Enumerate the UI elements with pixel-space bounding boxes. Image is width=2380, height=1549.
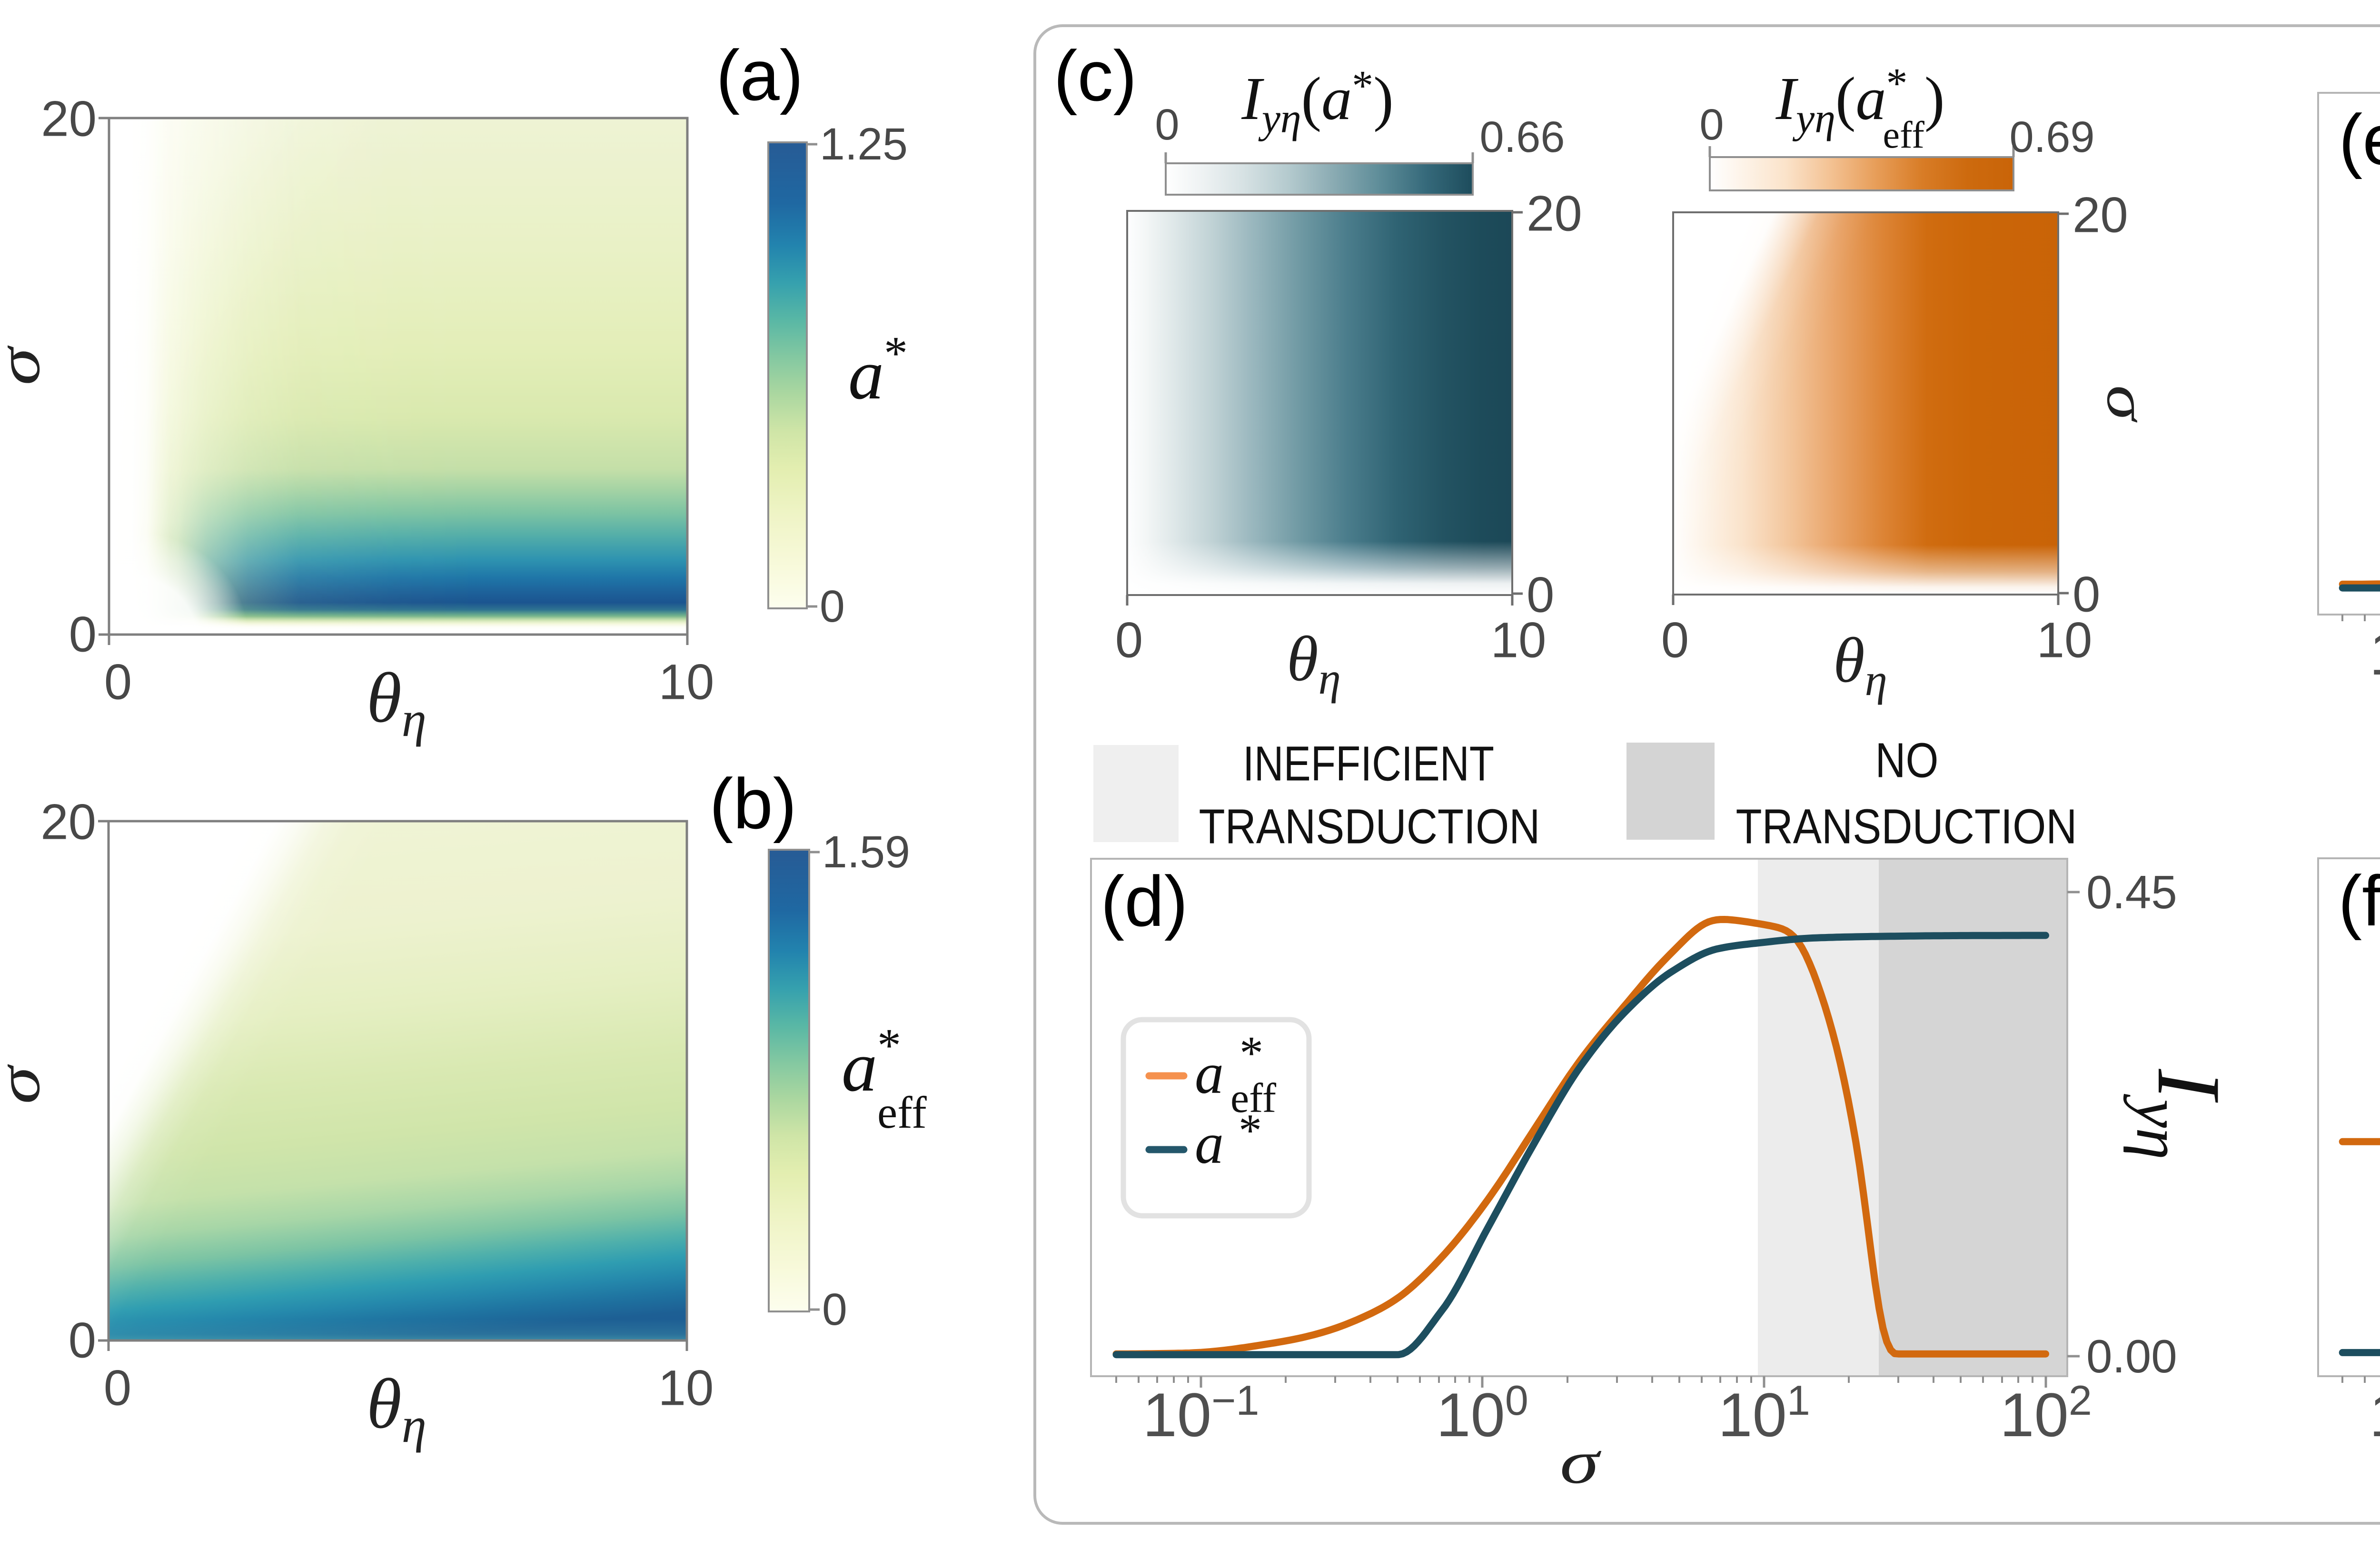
- svg-text:0: 0: [2073, 567, 2100, 623]
- svg-text:0: 0: [822, 1284, 847, 1335]
- svg-text:(b): (b): [709, 764, 796, 844]
- svg-text:0.69: 0.69: [2009, 113, 2094, 161]
- svg-text:TRANSDUCTION: TRANSDUCTION: [1736, 799, 2077, 854]
- svg-text:10−1: 10−1: [2370, 615, 2380, 688]
- svg-text:20: 20: [2073, 188, 2128, 243]
- svg-text:NO: NO: [1875, 733, 1939, 788]
- svg-text:20: 20: [1527, 186, 1582, 242]
- svg-text:σ: σ: [0, 1063, 52, 1104]
- svg-text:0: 0: [104, 655, 132, 710]
- svg-text:σ: σ: [2095, 385, 2158, 423]
- svg-text:(a): (a): [716, 35, 803, 115]
- svg-text:*: *: [1240, 1026, 1263, 1079]
- svg-text:0: 0: [104, 1360, 131, 1416]
- svg-text:0.00: 0.00: [2086, 1330, 2177, 1382]
- svg-text:0: 0: [1115, 613, 1143, 668]
- svg-text:0: 0: [1661, 613, 1689, 668]
- svg-text:0.45: 0.45: [2086, 866, 2177, 918]
- svg-text:σ: σ: [0, 345, 52, 385]
- svg-text:(e): (e): [2339, 99, 2380, 179]
- svg-text:0: 0: [1155, 100, 1179, 149]
- svg-text:a: a: [1195, 1042, 1224, 1106]
- svg-text:10−1: 10−1: [2370, 1377, 2380, 1450]
- svg-text:20: 20: [40, 794, 96, 850]
- svg-text:θη: θη: [367, 1364, 426, 1453]
- svg-text:(c): (c): [1054, 36, 1137, 116]
- svg-text:INEFFICIENT: INEFFICIENT: [1243, 736, 1494, 791]
- svg-text:σ: σ: [1560, 1428, 1602, 1497]
- svg-text:0: 0: [820, 581, 845, 632]
- svg-text:10: 10: [659, 655, 714, 710]
- svg-text:10: 10: [1491, 613, 1547, 668]
- svg-text:a: a: [1195, 1112, 1224, 1176]
- svg-text:θη: θη: [1287, 624, 1340, 704]
- svg-text:(f): (f): [2338, 861, 2380, 941]
- svg-text:a*: a*: [848, 327, 908, 414]
- svg-text:0: 0: [69, 1313, 96, 1369]
- svg-text:10−1: 10−1: [1143, 1377, 1259, 1450]
- svg-text:0: 0: [69, 607, 97, 663]
- svg-text:0.66: 0.66: [1479, 113, 1565, 161]
- svg-text:0: 0: [1699, 100, 1724, 149]
- svg-text:20: 20: [41, 91, 97, 147]
- svg-text:*: *: [1239, 1105, 1262, 1156]
- svg-text:1.25: 1.25: [820, 119, 908, 169]
- svg-text:1.59: 1.59: [822, 827, 910, 877]
- svg-text:eff: eff: [1230, 1075, 1277, 1122]
- svg-text:TRANSDUCTION: TRANSDUCTION: [1199, 799, 1540, 854]
- svg-text:10: 10: [658, 1360, 714, 1416]
- svg-text:0: 0: [1527, 567, 1554, 623]
- svg-text:(d): (d): [1101, 861, 1188, 941]
- svg-text:10: 10: [2037, 613, 2092, 668]
